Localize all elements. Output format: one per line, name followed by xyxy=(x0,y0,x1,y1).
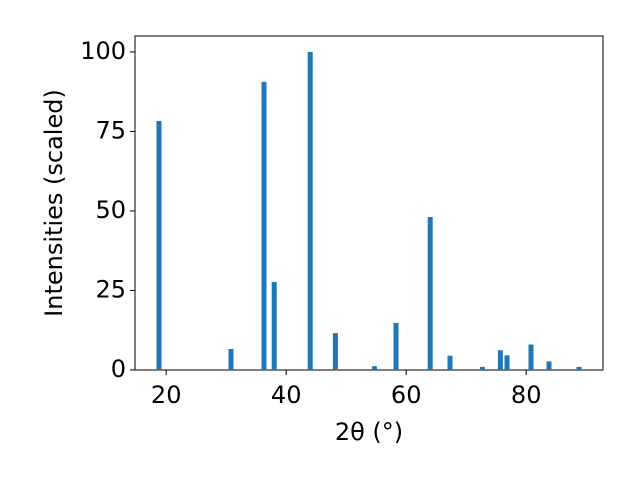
y-tick-label: 50 xyxy=(95,196,126,224)
x-tick-label: 60 xyxy=(391,381,422,409)
bar xyxy=(497,350,503,370)
bar xyxy=(479,366,485,370)
bar xyxy=(528,344,534,370)
bar xyxy=(228,349,234,370)
bar xyxy=(576,366,582,370)
x-tick-label: 80 xyxy=(511,381,542,409)
bar xyxy=(427,216,433,370)
bar xyxy=(156,120,162,370)
bar xyxy=(307,51,313,371)
bar xyxy=(371,366,377,370)
y-tick-label: 0 xyxy=(111,355,126,383)
bar xyxy=(393,322,399,370)
bar xyxy=(546,361,552,370)
bar xyxy=(504,355,510,370)
bar xyxy=(447,355,453,370)
y-tick-label: 100 xyxy=(80,37,126,65)
axes-frame xyxy=(134,35,604,371)
x-tick-label: 20 xyxy=(151,381,182,409)
y-axis-label: Intensities (scaled) xyxy=(40,89,68,317)
y-tick-label: 25 xyxy=(95,275,126,303)
bar xyxy=(332,333,338,370)
x-tick-label: 40 xyxy=(271,381,302,409)
x-axis-label: 2θ (°) xyxy=(335,418,403,446)
bar xyxy=(261,81,267,370)
bar xyxy=(271,281,277,370)
y-tick-label: 75 xyxy=(95,116,126,144)
